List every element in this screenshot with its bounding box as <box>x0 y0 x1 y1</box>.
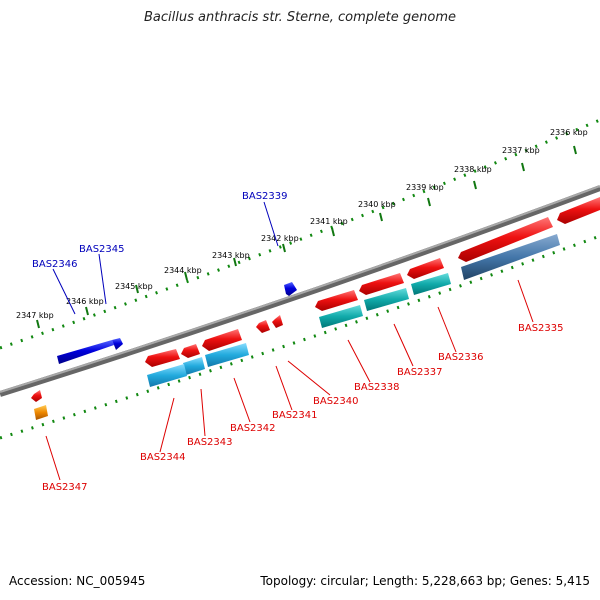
tick-mark <box>233 257 237 267</box>
cds-bar-bas2336[interactable] <box>411 273 451 295</box>
tick-mark <box>282 243 286 253</box>
gene-labels: BAS2339 BAS2345 BAS2346 BAS2335 BAS2336 … <box>32 191 564 493</box>
tick-mark <box>36 319 40 329</box>
minus-strand-genes <box>31 197 600 402</box>
gene-arrow-bas2342[interactable] <box>202 329 242 351</box>
leader-line <box>275 365 293 411</box>
tick-mark <box>184 271 188 281</box>
leader-line <box>263 201 279 247</box>
leader-line <box>52 268 76 315</box>
leader-line <box>347 339 371 383</box>
gene-label-bas2337[interactable]: BAS2337 <box>397 367 443 378</box>
leader-line <box>287 360 331 396</box>
genome-backbone <box>0 185 600 397</box>
gene-arrow-bas2337[interactable] <box>359 273 404 295</box>
gene-arrow-bas2335[interactable] <box>458 217 553 262</box>
leader-line <box>45 435 61 481</box>
scale-label: 2342 kbp <box>261 234 299 243</box>
gene-arrow-bas2336[interactable] <box>407 258 444 279</box>
plus-strand-genes <box>57 282 297 364</box>
leader-lines <box>45 201 534 481</box>
upper-scale-dots <box>0 118 600 350</box>
scale-label: 2343 kbp <box>212 251 250 260</box>
leader-line <box>233 377 251 423</box>
leader-line <box>98 253 107 305</box>
scale-label: 2337 kbp <box>502 146 540 155</box>
scale-label: 2340 kbp <box>358 200 396 209</box>
accession-text: Accession: NC_005945 <box>9 574 146 588</box>
cds-bar-bas2347[interactable] <box>34 405 48 420</box>
gene-label-bas2345[interactable]: BAS2345 <box>79 244 125 255</box>
tick-mark <box>379 212 383 222</box>
cds-bar-bas2344[interactable] <box>147 364 187 387</box>
gene-label-bas2339[interactable]: BAS2339 <box>242 191 288 202</box>
upper-major-ticks <box>36 145 577 329</box>
scale-label: 2347 kbp <box>16 311 54 320</box>
leader-line <box>437 306 457 353</box>
gene-arrow-bas2346[interactable] <box>112 338 123 350</box>
gene-arrow-bas2341[interactable] <box>256 320 270 333</box>
genome-summary-text: Topology: circular; Length: 5,228,663 bp… <box>260 574 590 588</box>
leader-line <box>200 388 206 437</box>
cds-features <box>34 234 560 420</box>
gene-label-bas2336[interactable]: BAS2336 <box>438 352 484 363</box>
lower-scale-track <box>0 234 600 440</box>
scale-label: 2341 kbp <box>310 217 348 226</box>
scale-label: 2338 kbp <box>454 165 492 174</box>
upper-scale-track <box>0 118 600 350</box>
leader-line <box>517 279 534 323</box>
tick-mark <box>573 145 577 155</box>
gene-arrow-bas2335-cont[interactable] <box>557 197 600 224</box>
gene-arrow-bas2339[interactable] <box>284 282 297 296</box>
cds-bar-bas2337[interactable] <box>364 288 409 311</box>
tick-mark <box>331 227 335 237</box>
gene-label-bas2347[interactable]: BAS2347 <box>42 482 88 493</box>
gene-arrow-bas2344[interactable] <box>145 349 180 367</box>
scale-label: 2346 kbp <box>66 297 104 306</box>
tick-mark <box>427 197 431 207</box>
cds-bar-bas2342[interactable] <box>205 343 249 367</box>
scale-label: 2336 kbp <box>550 128 588 137</box>
tick-mark <box>521 162 525 172</box>
gene-label-bas2340[interactable]: BAS2340 <box>313 396 359 407</box>
gene-label-bas2344[interactable]: BAS2344 <box>140 452 186 463</box>
gene-arrow-bas2345[interactable] <box>57 340 114 364</box>
scale-label: 2345 kbp <box>115 282 153 291</box>
lower-scale-dots <box>0 234 600 440</box>
gene-arrow-bas2343[interactable] <box>181 344 200 358</box>
cds-bar-bas2343[interactable] <box>183 357 205 375</box>
tick-mark <box>85 306 89 316</box>
gene-label-bas2343[interactable]: BAS2343 <box>187 437 233 448</box>
gene-label-bas2338[interactable]: BAS2338 <box>354 382 400 393</box>
gene-arrow-bas2347[interactable] <box>31 390 42 402</box>
scale-label: 2344 kbp <box>164 266 202 275</box>
backbone-shadow <box>0 185 600 397</box>
cds-bar-bas2335[interactable] <box>461 234 560 280</box>
backbone-highlight <box>0 185 600 393</box>
tick-mark <box>135 284 139 294</box>
tick-mark <box>473 180 477 190</box>
gene-label-bas2346[interactable]: BAS2346 <box>32 259 78 270</box>
gene-label-bas2341[interactable]: BAS2341 <box>272 410 318 421</box>
scale-label: 2339 kbp <box>406 183 444 192</box>
gene-label-bas2335[interactable]: BAS2335 <box>518 323 564 334</box>
gene-label-bas2342[interactable]: BAS2342 <box>230 423 276 434</box>
gene-arrow-bas2338[interactable] <box>315 290 358 311</box>
leader-line <box>393 323 414 367</box>
gene-arrow-bas2340[interactable] <box>272 315 283 328</box>
cds-bar-bas2338[interactable] <box>319 305 363 328</box>
genome-title: Bacillus anthracis str. Sterne, complete… <box>144 10 456 25</box>
scale-labels: 2336 kbp 2337 kbp 2338 kbp 2339 kbp 2340… <box>16 128 588 320</box>
leader-line <box>159 397 175 453</box>
